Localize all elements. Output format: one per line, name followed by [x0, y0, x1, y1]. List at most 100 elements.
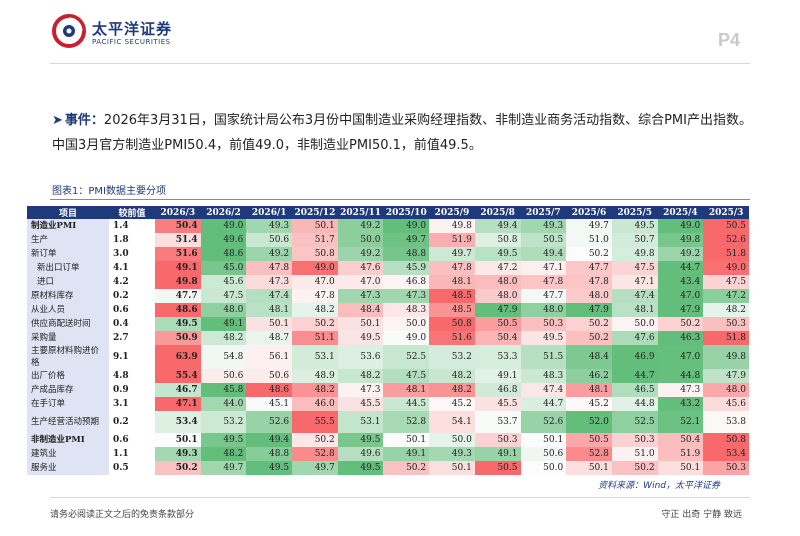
value-cell: 47.0 [337, 275, 384, 289]
value-cell: 48.0 [703, 383, 749, 397]
table-row: 制造业PMI 1.4 50.4 49.0 49.3 50.1 49.2 49.0 49.8 49.… [27, 219, 749, 233]
value-cell: 47.2 [703, 289, 749, 303]
value-cell: 49.1 [383, 447, 430, 461]
value-cell: 52.6 [520, 411, 567, 433]
value-cell: 48.0 [474, 275, 521, 289]
row-label: 供应商配送时间 [27, 317, 109, 331]
value-cell: 47.5 [703, 275, 749, 289]
value-cell: 46.7 [155, 383, 201, 397]
value-cell: 49.5 [337, 433, 384, 447]
row-label: 出厂价格 [27, 369, 109, 383]
value-cell: 53.6 [337, 345, 384, 369]
row-label: 产成品库存 [27, 383, 109, 397]
change-cell: 0.9 [113, 385, 129, 395]
column-header: 2025/8 [474, 206, 521, 219]
column-header: 2025/6 [566, 206, 612, 219]
value-cell: 49.7 [292, 461, 338, 475]
change-cell: 1.4 [113, 221, 129, 231]
value-cell: 50.0 [520, 461, 567, 475]
value-cell: 48.2 [703, 303, 749, 317]
value-cell: 45.9 [383, 261, 430, 275]
column-header: 2026/2 [200, 206, 247, 219]
value-cell: 48.3 [520, 369, 567, 383]
table-row: 生产经营活动预期 0.2 53.4 53.2 52.6 55.5 53.1 52.8 54.1 5… [27, 411, 749, 433]
event-paragraph: ➤ 事件：2026年3月31日，国家统计局公布3月份中国制造业采购经理指数、非制造… [52, 108, 752, 158]
value-cell: 48.1 [429, 275, 475, 289]
value-cell: 48.8 [383, 247, 430, 261]
value-cell: 49.5 [474, 247, 521, 261]
value-cell: 46.0 [292, 397, 338, 411]
value-cell: 49.8 [703, 345, 749, 369]
value-cell: 47.1 [155, 397, 201, 411]
value-cell: 48.2 [429, 383, 475, 397]
value-cell: 47.4 [520, 383, 567, 397]
value-cell: 50.9 [155, 331, 201, 345]
value-cell: 52.0 [566, 411, 612, 433]
value-cell: 48.2 [337, 369, 384, 383]
value-cell: 44.0 [200, 397, 247, 411]
value-cell: 49.0 [200, 219, 247, 233]
value-cell: 51.6 [429, 331, 475, 345]
value-cell: 47.9 [703, 369, 749, 383]
value-cell: 50.3 [611, 433, 658, 447]
value-cell: 50.1 [292, 219, 338, 233]
value-cell: 50.1 [155, 433, 201, 447]
value-cell: 50.1 [657, 461, 704, 475]
value-cell: 49.5 [337, 331, 384, 345]
value-cell: 55.4 [155, 369, 201, 383]
column-header: 2025/9 [429, 206, 475, 219]
value-cell: 50.5 [474, 317, 521, 331]
value-cell: 50.4 [155, 219, 201, 233]
value-cell: 50.1 [337, 317, 384, 331]
value-cell: 52.6 [246, 411, 293, 433]
row-label: 生产 [27, 233, 109, 247]
change-cell: 3.1 [113, 399, 129, 409]
value-cell: 48.9 [292, 369, 338, 383]
value-cell: 45.6 [703, 397, 749, 411]
value-cell: 44.7 [520, 397, 567, 411]
table-row: 出厂价格 4.8 55.4 50.6 50.6 48.9 48.2 47.5 48.2 49.1 4… [27, 369, 749, 383]
column-header: 2025/10 [383, 206, 430, 219]
value-cell: 51.8 [703, 331, 749, 345]
row-label: 建筑业 [27, 447, 109, 461]
value-cell: 50.0 [429, 433, 475, 447]
value-cell: 49.4 [520, 247, 567, 261]
value-cell: 50.6 [520, 447, 567, 461]
value-cell: 47.3 [657, 383, 704, 397]
value-cell: 49.7 [383, 233, 430, 247]
value-cell: 50.2 [383, 461, 430, 475]
value-cell: 50.1 [246, 317, 293, 331]
row-label: 从业人员 [27, 303, 109, 317]
value-cell: 49.5 [246, 461, 293, 475]
value-cell: 51.1 [292, 331, 338, 345]
value-cell: 53.4 [703, 447, 749, 461]
change-cell: 0.6 [113, 305, 129, 315]
value-cell: 47.3 [337, 383, 384, 397]
value-cell: 50.5 [703, 219, 749, 233]
value-cell: 50.5 [520, 233, 567, 247]
value-cell: 51.9 [429, 233, 475, 247]
value-cell: 49.3 [520, 219, 567, 233]
value-cell: 49.0 [703, 261, 749, 275]
value-cell: 48.2 [200, 331, 247, 345]
change-cell: 4.8 [113, 371, 129, 381]
value-cell: 48.6 [200, 247, 247, 261]
value-cell: 49.0 [383, 331, 430, 345]
value-cell: 50.7 [611, 233, 658, 247]
table-row: 建筑业 1.1 49.3 48.2 48.8 52.8 49.6 49.1 49.3 49.1 50… [27, 447, 749, 461]
value-cell: 49.2 [246, 247, 293, 261]
value-cell: 48.5 [429, 303, 475, 317]
change-cell: 0.5 [113, 463, 129, 473]
value-cell: 48.0 [520, 303, 567, 317]
row-label: 进口 [27, 275, 109, 289]
value-cell: 50.4 [474, 331, 521, 345]
value-cell: 51.9 [657, 447, 704, 461]
value-cell: 49.3 [155, 447, 201, 461]
value-cell: 44.8 [657, 369, 704, 383]
table-row: 产成品库存 0.9 46.7 45.8 48.6 48.2 47.3 48.1 48.2 46.8… [27, 383, 749, 397]
value-cell: 45.8 [200, 383, 247, 397]
change-cell: 0.4 [113, 319, 129, 329]
table-row: 服务业 0.5 50.2 49.7 49.5 49.7 49.5 50.2 50.1 50.5 50… [27, 461, 749, 475]
value-cell: 50.1 [429, 461, 475, 475]
value-cell: 49.5 [155, 317, 201, 331]
